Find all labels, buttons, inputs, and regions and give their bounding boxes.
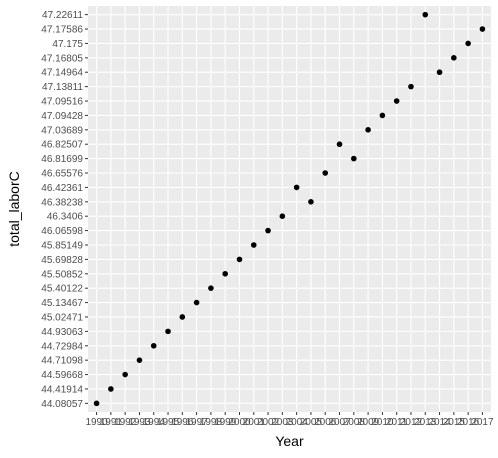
data-point — [193, 299, 200, 306]
y-tick-label: 44.59668 — [41, 370, 83, 381]
data-point — [365, 127, 371, 133]
y-tick-label: 46.06598 — [41, 226, 83, 237]
y-tick-label: 47.14964 — [41, 68, 83, 79]
y-tick-label: 46.81699 — [41, 154, 83, 165]
data-point — [379, 112, 386, 119]
data-point — [136, 357, 143, 363]
y-tick-label: 44.08057 — [41, 399, 83, 410]
y-tick-marks — [85, 14, 88, 404]
x-tick-label: 2006 — [314, 417, 337, 428]
x-tick-label: 1998 — [200, 417, 223, 428]
y-tick-label: 47.16805 — [41, 53, 83, 64]
x-tick-label: 1997 — [185, 417, 208, 428]
grid-lines — [88, 6, 491, 412]
x-tick-label: 1993 — [128, 417, 151, 428]
y-tick-labels: 44.08057 44.41914 44.59668 44.71098 44.72984… — [41, 10, 83, 410]
data-point — [465, 40, 471, 47]
data-point — [293, 184, 300, 191]
data-point — [150, 342, 157, 349]
y-tick-label: 47.175 — [52, 39, 83, 50]
data-point — [322, 170, 329, 176]
y-tick-label: 47.09516 — [41, 97, 83, 108]
y-tick-label: 45.40122 — [41, 284, 83, 295]
data-point — [179, 314, 186, 320]
y-tick-label: 44.93063 — [41, 327, 83, 338]
x-tick-label: 2015 — [443, 417, 466, 428]
data-point — [308, 199, 314, 205]
x-tick-label: 2009 — [357, 417, 380, 428]
x-tick-label: 1994 — [143, 417, 166, 428]
x-tick-label: 2002 — [257, 417, 280, 428]
y-tick-label: 45.69828 — [41, 255, 83, 266]
y-tick-label: 45.50852 — [41, 269, 83, 280]
y-tick-label: 44.41914 — [41, 384, 83, 395]
data-points — [93, 11, 486, 407]
y-tick-label: 47.17586 — [41, 25, 83, 36]
x-tick-label: 1990 — [85, 417, 108, 428]
x-tick-label: 2012 — [400, 417, 423, 428]
y-axis-title: total_laborC — [6, 171, 22, 247]
y-tick-label: 45.02471 — [41, 312, 83, 323]
x-tick-label: 2011 — [386, 417, 408, 428]
x-tick-label: 2016 — [457, 417, 480, 428]
y-tick-label: 44.71098 — [41, 356, 83, 367]
x-axis-title: Year — [275, 433, 304, 449]
y-tick-label: 45.85149 — [41, 240, 83, 251]
data-point — [165, 328, 171, 335]
data-point — [222, 270, 228, 277]
x-tick-label: 2001 — [243, 417, 266, 428]
y-tick-label: 46.38238 — [41, 197, 83, 208]
x-tick-label: 2005 — [300, 417, 323, 428]
data-point — [108, 386, 114, 392]
x-tick-label: 2010 — [371, 417, 394, 428]
x-tick-label: 2007 — [328, 417, 351, 428]
y-tick-label: 46.42361 — [41, 183, 83, 194]
x-tick-label: 2013 — [414, 417, 437, 428]
data-point — [336, 141, 343, 148]
y-tick-label: 45.13467 — [41, 298, 83, 309]
y-tick-label: 47.22611 — [42, 10, 83, 21]
x-tick-labels: 1990199119921993199419951996199719981999… — [85, 417, 494, 428]
data-point — [93, 400, 100, 407]
data-point — [351, 155, 357, 162]
data-point — [408, 83, 414, 90]
x-tick-label: 2000 — [228, 417, 251, 428]
data-point — [236, 256, 243, 263]
x-tick-label: 2017 — [471, 417, 494, 428]
data-point — [250, 242, 257, 248]
y-tick-label: 47.03689 — [41, 125, 83, 136]
data-point — [479, 26, 486, 32]
y-tick-label: 47.13811 — [42, 82, 83, 93]
data-point — [436, 69, 443, 76]
y-tick-label: 47.09428 — [41, 111, 83, 122]
x-tick-label: 2003 — [271, 417, 294, 428]
x-tick-label: 1999 — [214, 417, 237, 428]
data-point — [451, 55, 457, 61]
x-tick-label: 2008 — [343, 417, 366, 428]
data-point — [279, 213, 286, 219]
x-tick-label: 1992 — [114, 417, 137, 428]
y-tick-label: 46.82507 — [41, 140, 83, 151]
x-tick-label: 1995 — [157, 417, 180, 428]
x-tick-label: 2004 — [286, 417, 309, 428]
plot-panel — [88, 6, 491, 412]
data-point — [393, 98, 400, 104]
x-tick-label: 1991 — [100, 417, 123, 428]
data-point — [422, 11, 429, 18]
data-point — [122, 371, 128, 378]
data-point — [208, 285, 214, 291]
y-tick-label: 44.72984 — [41, 341, 83, 352]
x-tick-label: 1996 — [171, 417, 194, 428]
y-tick-label: 46.65576 — [41, 169, 83, 180]
y-tick-label: 46.3406 — [47, 212, 84, 223]
x-tick-label: 2014 — [428, 417, 451, 428]
data-point — [265, 227, 271, 234]
x-tick-marks — [96, 412, 483, 415]
